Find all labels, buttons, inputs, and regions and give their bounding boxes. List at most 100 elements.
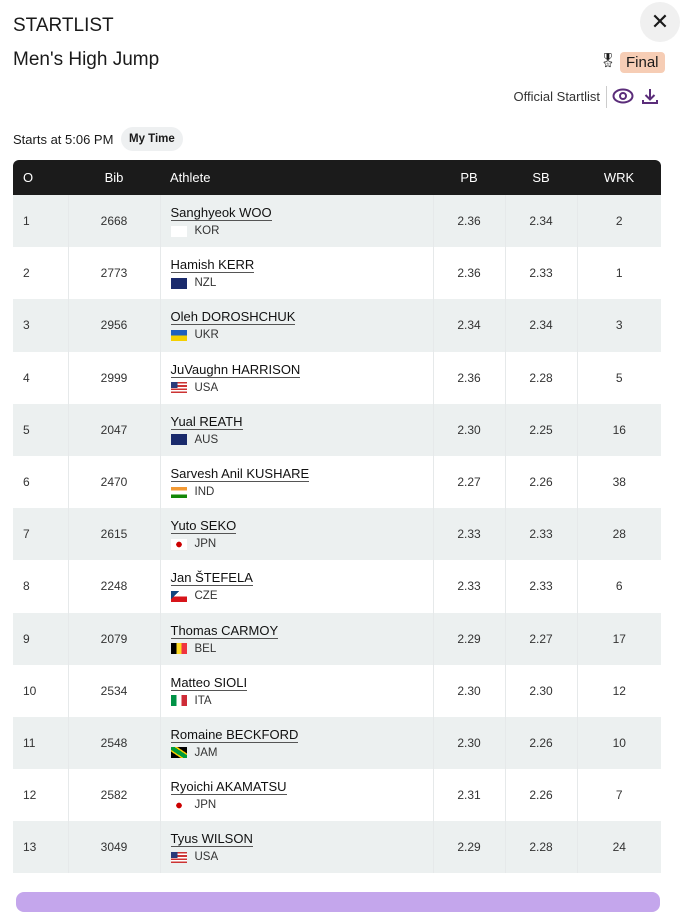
table-row: 8 2248 Jan ŠTEFELA CZE 2.33 2.33 6 [13,560,661,613]
athlete-name-link[interactable]: Sanghyeok WOO [170,205,272,222]
wrk: 1 [576,247,661,300]
athlete-cell: Yuto SEKO JPN [159,508,433,561]
pb: 2.36 [432,351,505,404]
athlete-cell: Tyus WILSON USA [159,821,433,874]
bib: 2047 [67,403,160,456]
athlete-name-link[interactable]: Tyus WILSON [170,831,253,848]
athlete-name-link[interactable]: Thomas CARMOY [170,622,279,639]
wrk: 2 [576,195,661,248]
nationality: JPN [170,799,433,812]
bib: 2956 [67,299,160,352]
athlete-cell: Sanghyeok WOO KOR [159,195,433,248]
wrk: 17 [576,612,661,665]
bib: 2615 [67,508,160,561]
athlete-cell: Sarvesh Anil KUSHARE IND [159,455,433,509]
official-startlist-label: Official Startlist [513,89,600,104]
pb: 2.29 [432,612,505,665]
bib: 2079 [67,612,160,665]
sb: 2.30 [504,664,577,717]
order: 11 [23,735,36,750]
pb: 2.33 [432,560,505,613]
country-code: JPN [194,538,217,551]
sb: 2.26 [504,455,577,509]
sb: 2.34 [504,195,577,248]
order: 7 [23,527,30,542]
athlete-name-link[interactable]: Sarvesh Anil KUSHARE [170,466,310,483]
download-icon[interactable] [641,86,659,106]
pb: 2.30 [432,716,505,770]
flag-icon [170,382,187,394]
table-row: 6 2470 Sarvesh Anil KUSHARE IND 2.27 2.2… [13,455,661,509]
flag-icon [170,486,187,498]
order: 13 [23,840,37,855]
athlete-name-link[interactable]: Yuto SEKO [170,518,237,535]
col-pb: PB [460,170,478,185]
athlete-name-link[interactable]: Matteo SIOLI [170,674,248,691]
nationality: AUS [170,434,433,446]
athlete-name-link[interactable]: Hamish KERR [170,257,255,274]
col-sb: SB [532,170,550,185]
table-row: 13 3049 Tyus WILSON USA 2.29 2.28 24 [13,821,661,874]
table-row: 11 2548 Romaine BECKFORD JAM 2.30 2.26 1… [13,716,661,770]
table-row: 5 2047 Yual REATH AUS 2.30 2.25 16 [13,403,661,456]
flag-icon [170,538,187,550]
wrk: 6 [576,560,661,613]
athlete-cell: Yual REATH AUS [159,403,433,456]
nationality: UKR [170,329,433,342]
pb: 2.29 [432,821,505,874]
athlete-name-link[interactable]: Yual REATH [170,413,243,430]
nationality: KOR [170,225,433,237]
nationality: BEL [170,642,433,655]
nationality: IND [170,486,433,499]
round-badge: Final [620,52,665,73]
table-row: 1 2668 Sanghyeok WOO KOR 2.36 2.34 2 [13,195,661,248]
bib: 3049 [67,821,160,874]
my-time-button[interactable]: My Time [121,127,183,151]
athlete-name-link[interactable]: Oleh DOROSHCHUK [170,309,296,326]
order: 4 [23,370,30,385]
flag-icon [170,590,187,602]
nationality: USA [170,382,433,394]
athlete-name-link[interactable]: Ryoichi AKAMATSU [170,779,287,796]
country-code: JPN [194,799,217,812]
flag-icon [170,747,187,759]
order: 12 [23,788,37,803]
nationality: JPN [170,538,433,551]
start-time: Starts at 5:06 PM [13,132,114,147]
athlete-name-link[interactable]: Jan ŠTEFELA [170,570,253,587]
page-title: STARTLIST [13,15,114,36]
sb: 2.33 [504,560,577,613]
sb: 2.26 [504,716,577,770]
athlete-cell: Ryoichi AKAMATSU JPN [159,769,433,822]
sb: 2.33 [504,508,577,561]
table-row: 2 2773 Hamish KERR NZL 2.36 2.33 1 [13,247,661,300]
athlete-cell: Thomas CARMOY BEL [159,612,433,665]
divider [606,86,607,108]
flag-icon [170,799,187,811]
country-code: ITA [194,694,212,707]
country-code: BEL [194,642,217,655]
eye-icon[interactable] [612,86,634,106]
col-athlete: Athlete [170,170,211,185]
athlete-name-link[interactable]: JuVaughn HARRISON [170,361,301,378]
nationality: JAM [170,746,433,759]
athlete-name-link[interactable]: Romaine BECKFORD [170,726,299,743]
flag-icon [170,329,187,341]
pb: 2.34 [432,299,505,352]
athlete-cell: JuVaughn HARRISON USA [159,351,433,404]
athlete-cell: Romaine BECKFORD JAM [159,716,433,770]
country-code: UKR [194,329,219,342]
sb: 2.26 [504,769,577,822]
country-code: JAM [194,746,218,759]
close-button[interactable]: ✕ [640,2,680,42]
bottom-button[interactable] [16,892,660,912]
country-code: IND [194,486,215,499]
flag-icon [170,695,187,707]
athlete-cell: Jan ŠTEFELA CZE [159,560,433,613]
bib: 2668 [67,195,160,248]
medal-icon: 🎖 [599,52,617,68]
pb: 2.31 [432,769,505,822]
order: 9 [23,631,30,646]
bib: 2773 [67,247,160,300]
flag-icon [170,851,187,863]
